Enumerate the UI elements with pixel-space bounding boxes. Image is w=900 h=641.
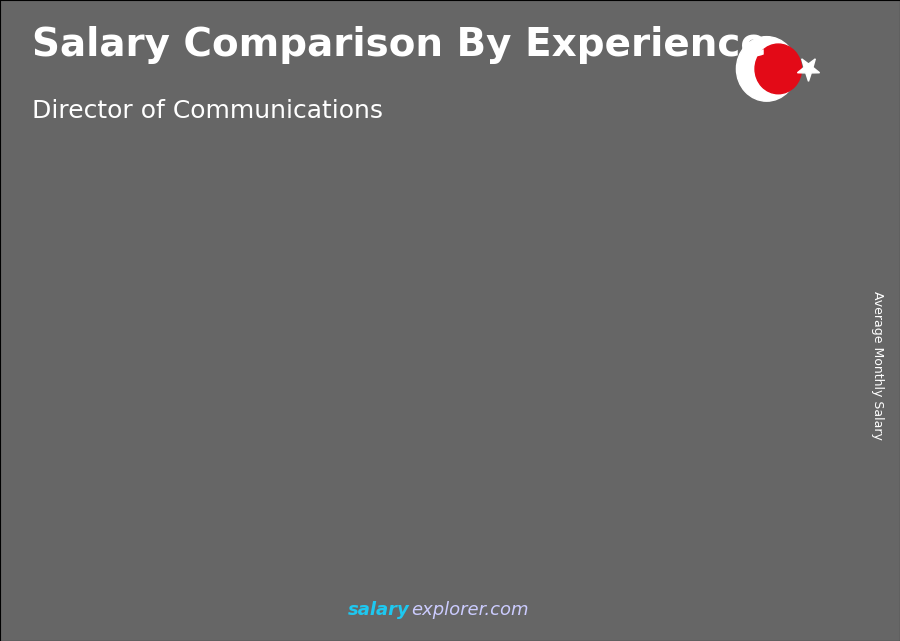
Text: 17,600 TRY: 17,600 TRY: [749, 222, 835, 237]
Text: 15,000 TRY: 15,000 TRY: [454, 269, 541, 284]
Polygon shape: [313, 338, 392, 564]
Text: +20%: +20%: [372, 152, 448, 176]
Text: 2 to 5: 2 to 5: [200, 600, 263, 619]
Text: 8,920 TRY: 8,920 TRY: [176, 379, 253, 394]
Polygon shape: [520, 293, 533, 564]
Text: explorer.com: explorer.com: [411, 601, 529, 619]
Text: +40%: +40%: [245, 210, 320, 233]
Polygon shape: [441, 293, 520, 564]
Text: salary: salary: [347, 601, 410, 619]
Text: +9%: +9%: [508, 110, 568, 134]
Text: 6,830 TRY: 6,830 TRY: [49, 417, 125, 431]
Polygon shape: [137, 441, 149, 564]
Polygon shape: [58, 441, 137, 564]
Polygon shape: [265, 403, 277, 564]
Polygon shape: [776, 246, 788, 564]
Circle shape: [755, 44, 802, 94]
Text: Average Monthly Salary: Average Monthly Salary: [871, 291, 884, 440]
Polygon shape: [392, 338, 405, 564]
Text: 20+ Years: 20+ Years: [688, 600, 797, 619]
Text: 16,300 TRY: 16,300 TRY: [582, 246, 669, 261]
Text: 12,500 TRY: 12,500 TRY: [314, 314, 400, 329]
Polygon shape: [697, 246, 776, 564]
Text: +31%: +31%: [117, 305, 193, 329]
Text: 10 to 15: 10 to 15: [442, 600, 532, 619]
Text: 15 to 20: 15 to 20: [570, 600, 660, 619]
Text: 5 to 10: 5 to 10: [320, 600, 398, 619]
Text: Salary Comparison By Experience: Salary Comparison By Experience: [32, 26, 766, 63]
Polygon shape: [569, 270, 648, 564]
Polygon shape: [797, 59, 820, 81]
Polygon shape: [185, 403, 265, 564]
Text: Director of Communications: Director of Communications: [32, 99, 382, 123]
Polygon shape: [648, 270, 661, 564]
Text: < 2 Years: < 2 Years: [52, 600, 156, 619]
Text: +8%: +8%: [635, 76, 696, 100]
Circle shape: [736, 37, 796, 101]
